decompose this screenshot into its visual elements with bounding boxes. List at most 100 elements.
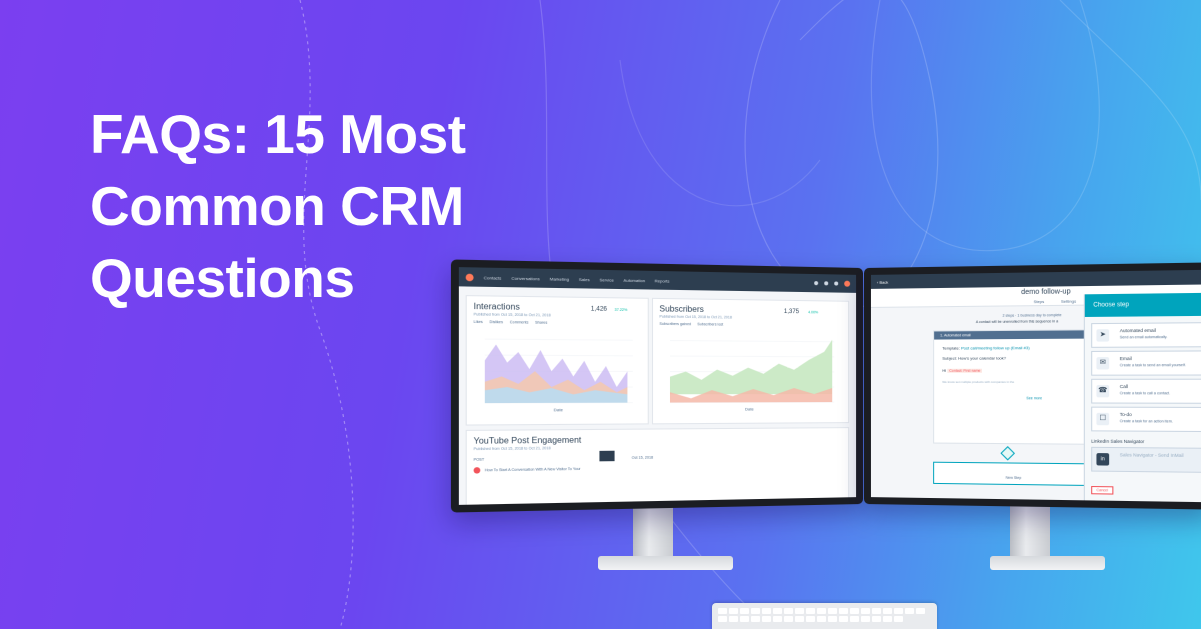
legend-item: Likes <box>474 320 483 324</box>
paper-plane-icon: ➤ <box>1096 329 1109 341</box>
avatar[interactable] <box>844 281 850 287</box>
step-title: Call <box>1120 384 1128 389</box>
step-desc: Create a task for an action item. <box>1120 419 1173 423</box>
youtube-icon <box>474 467 481 474</box>
right-screen: ‹ Back demo follow-up Steps Settings 2 s… <box>871 270 1201 502</box>
sequence-notice: A contact will be unenrolled from this s… <box>976 319 1058 324</box>
youtube-title: YouTube Post Engagement <box>474 435 582 446</box>
todo-icon: ☐ <box>1096 413 1109 425</box>
template-row: Template: Post call/meeting follow up (E… <box>942 345 1029 351</box>
bell-icon[interactable] <box>834 281 838 285</box>
interactions-panel: Interactions Published from Oct 15, 2018… <box>466 295 649 426</box>
step-email[interactable]: ✉ Email Create a task to send an email y… <box>1091 350 1201 375</box>
contact-token: Contact: First name <box>947 369 982 373</box>
step-todo[interactable]: ☐ To-do Create a task for an action item… <box>1091 407 1201 433</box>
interactions-stat: 1,426 <box>591 306 607 312</box>
greeting: Hi <box>942 368 946 373</box>
template-value[interactable]: Post call/meeting follow up (Email #3) <box>961 345 1030 350</box>
subject-row: Subject: How's your calendar look? <box>942 355 1006 360</box>
interactions-chart: Date <box>474 328 639 413</box>
nav-reports[interactable]: Reports <box>655 278 670 283</box>
envelope-icon: ✉ <box>1096 357 1109 369</box>
see-more-link[interactable]: See more <box>1026 396 1042 400</box>
right-monitor: ‹ Back demo follow-up Steps Settings 2 s… <box>864 262 1201 509</box>
card-header: 1. Automated email <box>934 330 1099 339</box>
subscribers-legend: Subscribers gained Subscribers lost <box>659 322 723 327</box>
nav-automation[interactable]: Automation <box>623 277 645 283</box>
subscribers-axis-label: Date <box>745 406 754 411</box>
step-desc: Create a task to call a contact. <box>1120 391 1170 395</box>
drawer-title: Choose step <box>1085 293 1201 317</box>
sequence-summary: 2 steps · 1 business day to complete <box>1003 313 1062 318</box>
step-call[interactable]: ☎ Call Create a task to call a contact. <box>1091 379 1201 404</box>
legend-item: Shares <box>535 320 547 324</box>
tab-settings[interactable]: Settings <box>1061 299 1076 304</box>
subscribers-title: Subscribers <box>659 304 703 314</box>
cancel-button[interactable]: Cancel <box>1091 486 1113 495</box>
legend-item: Comments <box>510 320 529 324</box>
interactions-axis-label: Date <box>554 407 564 412</box>
interactions-subtitle: Published from Oct 15, 2018 to Oct 21, 2… <box>474 312 551 317</box>
search-icon[interactable] <box>814 281 818 285</box>
subject-label: Subject: <box>942 356 957 361</box>
email-body-hint: We know set multiple products with compa… <box>942 380 1014 384</box>
sequence-title: demo follow-up <box>1021 288 1070 296</box>
add-step-icon[interactable] <box>1000 446 1015 460</box>
subject-value: How's your calendar look? <box>958 355 1006 360</box>
template-label: Template: <box>942 345 960 350</box>
step-desc: Send an email automatically. <box>1120 335 1168 339</box>
hub-top-nav: Contacts Conversations Marketing Sales S… <box>459 267 856 293</box>
step-title: To-do <box>1120 412 1132 417</box>
youtube-post-date: Oct 15, 2018 <box>632 455 653 459</box>
youtube-post-row[interactable]: How To Start A Conversation With A New V… <box>485 467 581 473</box>
left-screen: Contacts Conversations Marketing Sales S… <box>459 267 856 505</box>
tab-steps[interactable]: Steps <box>1034 299 1045 304</box>
nav-marketing[interactable]: Marketing <box>550 276 569 282</box>
subscribers-stat: 1,375 <box>784 309 799 315</box>
youtube-post-header: POST <box>474 457 485 461</box>
keyboard <box>712 603 937 629</box>
step-desc: Create a task to send an email yourself. <box>1120 363 1186 367</box>
left-monitor-neck <box>633 500 673 560</box>
left-monitor-foot <box>598 556 733 570</box>
headline-line-2: Common CRM <box>90 170 550 242</box>
headline-line-1: FAQs: 15 Most <box>90 98 550 170</box>
nav-contacts[interactable]: Contacts <box>484 275 502 281</box>
step-linkedin-inmail[interactable]: in Sales Navigator - Send InMail <box>1091 447 1201 473</box>
subscribers-subtitle: Published from Oct 15, 2018 to Oct 21, 2… <box>659 315 731 320</box>
phone-icon: ☎ <box>1096 385 1109 397</box>
nav-service[interactable]: Service <box>599 277 613 282</box>
sequence-tabs: Steps Settings <box>1034 299 1077 305</box>
right-monitor-neck <box>1010 500 1050 560</box>
step-automated-email[interactable]: ➤ Automated email Send an email automati… <box>1091 322 1201 348</box>
greeting-row: Hi Contact: First name <box>942 368 982 373</box>
youtube-panel: YouTube Post Engagement Published from O… <box>466 427 849 505</box>
step-title: Sales Navigator - Send InMail <box>1120 452 1184 458</box>
interactions-change: 37.22% <box>615 308 628 312</box>
step-title: Automated email <box>1120 328 1156 333</box>
interactions-legend: Likes Dislikes Comments Shares <box>474 320 548 325</box>
legend-item: Dislikes <box>490 320 504 324</box>
youtube-subtitle: Published from Oct 15, 2018 to Oct 21, 2… <box>474 446 551 451</box>
choose-step-drawer: Choose step ➤ Automated email Send an em… <box>1084 293 1201 502</box>
linkedin-section-title: LinkedIn Sales Navigator <box>1091 439 1144 445</box>
gear-icon[interactable] <box>824 281 828 285</box>
sprocket-logo-icon <box>466 273 474 281</box>
nav-conversations[interactable]: Conversations <box>511 275 539 281</box>
right-monitor-foot <box>990 556 1105 570</box>
back-link[interactable]: Back <box>879 279 888 284</box>
subscribers-chart: Date <box>659 330 839 413</box>
nav-sales[interactable]: Sales <box>579 276 590 281</box>
subscribers-change: 4.00% <box>808 310 818 314</box>
new-step-label: New Step <box>1006 476 1022 480</box>
subscribers-panel: Subscribers Published from Oct 15, 2018 … <box>652 298 849 425</box>
video-thumbnail <box>599 451 614 462</box>
step-title: Email <box>1120 356 1132 361</box>
legend-item: Subscribers gained <box>659 322 691 326</box>
legend-item: Subscribers lost <box>697 322 723 326</box>
left-monitor: Contacts Conversations Marketing Sales S… <box>451 259 863 512</box>
automated-email-card: 1. Automated email Template: Post call/m… <box>933 329 1101 445</box>
new-step-box[interactable]: New Step <box>933 462 1101 486</box>
linkedin-icon: in <box>1096 453 1109 466</box>
